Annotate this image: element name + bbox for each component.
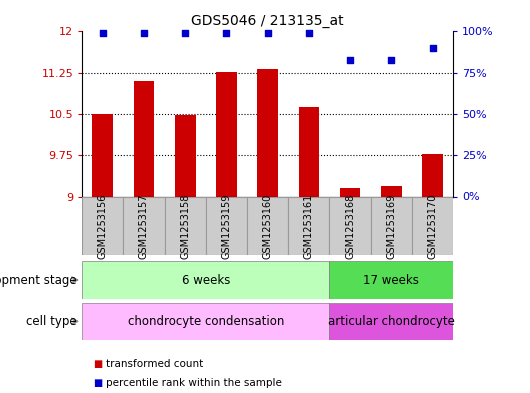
Text: chondrocyte condensation: chondrocyte condensation — [128, 315, 284, 328]
Point — [263, 30, 272, 36]
Title: GDS5046 / 213135_at: GDS5046 / 213135_at — [191, 14, 344, 28]
Bar — [82, 261, 330, 299]
Bar — [370, 196, 412, 255]
Text: GSM1253159: GSM1253159 — [222, 193, 232, 259]
Text: 6 weeks: 6 weeks — [182, 274, 230, 286]
Bar — [330, 303, 453, 340]
Bar — [298, 107, 319, 196]
Text: percentile rank within the sample: percentile rank within the sample — [106, 378, 282, 388]
Point — [181, 30, 189, 36]
Bar — [247, 196, 288, 255]
Text: GSM1253168: GSM1253168 — [345, 193, 355, 259]
Point — [428, 45, 437, 51]
Bar — [82, 196, 123, 255]
Bar — [330, 196, 370, 255]
Bar — [330, 261, 453, 299]
Bar — [123, 196, 165, 255]
Bar — [92, 114, 113, 196]
Text: GSM1253158: GSM1253158 — [180, 193, 190, 259]
Text: GSM1253161: GSM1253161 — [304, 193, 314, 259]
Text: GSM1253156: GSM1253156 — [98, 193, 108, 259]
Text: transformed count: transformed count — [106, 358, 203, 369]
Point — [305, 30, 313, 36]
Bar — [340, 188, 360, 196]
Text: GSM1253169: GSM1253169 — [386, 193, 396, 259]
Point — [387, 56, 395, 62]
Bar — [165, 196, 206, 255]
Bar — [258, 69, 278, 196]
Text: ■: ■ — [93, 358, 102, 369]
Point — [346, 56, 355, 62]
Bar — [82, 303, 330, 340]
Text: development stage: development stage — [0, 274, 77, 286]
Bar — [422, 154, 443, 196]
Point — [140, 30, 148, 36]
Text: cell type: cell type — [26, 315, 77, 328]
Bar — [288, 196, 330, 255]
Text: GSM1253170: GSM1253170 — [428, 193, 438, 259]
Bar — [134, 81, 154, 196]
Text: GSM1253157: GSM1253157 — [139, 193, 149, 259]
Text: GSM1253160: GSM1253160 — [263, 193, 272, 259]
Bar — [175, 115, 196, 196]
Point — [99, 30, 107, 36]
Bar — [206, 196, 247, 255]
Bar — [412, 196, 453, 255]
Text: ■: ■ — [93, 378, 102, 388]
Point — [222, 30, 231, 36]
Text: 17 weeks: 17 weeks — [364, 274, 419, 286]
Text: articular chondrocyte: articular chondrocyte — [328, 315, 455, 328]
Bar — [216, 72, 237, 196]
Bar — [381, 186, 402, 196]
